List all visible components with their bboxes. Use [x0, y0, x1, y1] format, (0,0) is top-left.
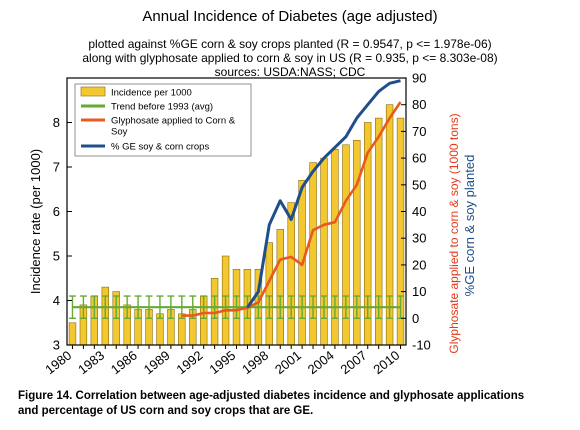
- caption-line-1: Figure 14. Correlation between age-adjus…: [18, 390, 525, 402]
- right-tick-label: 50: [412, 177, 426, 192]
- x-tick-label: 1983: [75, 348, 107, 378]
- right-tick-label: 40: [412, 204, 426, 219]
- x-tick-label: 1980: [42, 348, 74, 378]
- bar: [265, 242, 273, 346]
- chart-subtitle-line-3: sources: USDA:NASS; CDC: [214, 65, 366, 79]
- caption-line-2: and percentage of US corn and soy crops …: [18, 405, 314, 417]
- right-tick-label: 30: [412, 231, 426, 246]
- chart-subtitle-line-2: along with glyphosate applied to corn & …: [82, 51, 498, 65]
- x-tick-label: 2010: [370, 348, 402, 378]
- left-tick-label: 4: [53, 293, 60, 308]
- legend-label: Trend before 1993 (avg): [111, 102, 213, 113]
- bar: [276, 229, 284, 346]
- y-axis-right-glyphosate-label: Glyphosate applied to corn & soy (1000 t…: [447, 113, 461, 353]
- lines-layer: [181, 79, 402, 317]
- figure-caption: Figure 14. Correlation between age-adjus…: [18, 389, 578, 419]
- right-tick-label: 0: [412, 311, 419, 326]
- x-tick-label: 1989: [141, 348, 173, 378]
- legend-swatch-incidence: [80, 86, 106, 97]
- x-tick-label: 2007: [338, 348, 370, 378]
- right-tick-label: 70: [412, 124, 426, 139]
- chart-subtitle-line-1: plotted against %GE corn & soy crops pla…: [88, 37, 492, 51]
- right-tick-label: 80: [412, 97, 426, 112]
- x-tick-label: 1998: [239, 348, 271, 378]
- x-tick-label: 2004: [305, 348, 337, 378]
- trend-layer: [68, 295, 405, 319]
- y-axis-right-ge-label: %GE corn & soy planted: [462, 155, 477, 297]
- left-tick-label: 7: [53, 160, 60, 175]
- left-tick-label: 3: [53, 338, 60, 353]
- right-tick-label: 10: [412, 284, 426, 299]
- left-tick-label: 5: [53, 249, 60, 264]
- legend-label: Glyphosate applied to Corn & Soy: [111, 116, 236, 138]
- y-axis-left-label: Incidence rate (per 1000): [28, 149, 43, 294]
- x-tick-label: 1992: [174, 348, 206, 378]
- legend-layer: Incidence per 1000 Trend before 1993 (avg…: [74, 83, 252, 157]
- left-tick-label: 6: [53, 204, 60, 219]
- legend-label: % GE soy & corn crops: [111, 142, 209, 153]
- x-tick-label: 1995: [206, 348, 238, 378]
- chart-title: Annual Incidence of Diabetes (age adjust…: [142, 8, 438, 25]
- right-tick-label: 20: [412, 257, 426, 272]
- right-tick-label: 90: [412, 71, 426, 86]
- left-tick-label: 8: [53, 115, 60, 130]
- bar: [287, 202, 295, 346]
- bar: [68, 322, 77, 346]
- x-tick-label: 2001: [272, 348, 304, 378]
- ge-crops-series-line: [246, 79, 401, 309]
- legend-label: Incidence per 1000: [111, 88, 192, 99]
- glyphosate-series-line: [181, 101, 402, 317]
- x-tick-label: 1986: [108, 348, 140, 378]
- right-tick-label: -10: [412, 338, 431, 353]
- right-tick-label: 60: [412, 151, 426, 166]
